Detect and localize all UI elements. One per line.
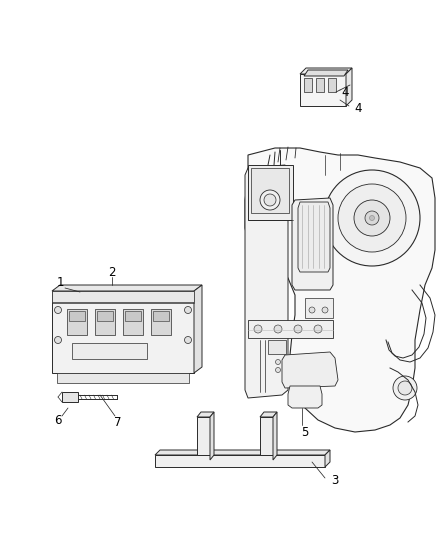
Circle shape (354, 200, 390, 236)
Bar (248, 165, 293, 220)
Polygon shape (273, 412, 277, 460)
Bar (151, 309, 171, 335)
Bar (304, 78, 312, 92)
Text: 7: 7 (114, 416, 122, 429)
Bar (316, 78, 324, 92)
Bar (260, 417, 273, 455)
Polygon shape (304, 70, 348, 76)
Text: 4: 4 (341, 85, 349, 99)
Text: 4: 4 (354, 101, 362, 115)
Bar (52, 291, 194, 302)
Bar (300, 74, 346, 106)
Circle shape (54, 306, 61, 313)
Bar (125, 311, 141, 321)
Polygon shape (197, 412, 214, 417)
Circle shape (264, 194, 276, 206)
Circle shape (276, 359, 280, 365)
Text: 6: 6 (54, 414, 62, 426)
Circle shape (276, 367, 280, 373)
Circle shape (260, 190, 280, 210)
Text: 5: 5 (301, 425, 309, 439)
Circle shape (398, 381, 412, 395)
Text: 3: 3 (331, 473, 339, 487)
Text: 1: 1 (56, 277, 64, 289)
Circle shape (184, 336, 191, 343)
Circle shape (322, 307, 328, 313)
Polygon shape (325, 450, 330, 467)
Bar (52, 291, 194, 373)
Polygon shape (292, 198, 333, 290)
Polygon shape (210, 412, 214, 460)
Polygon shape (245, 165, 288, 398)
Circle shape (254, 325, 262, 333)
Circle shape (314, 325, 322, 333)
Bar (57, 373, 189, 383)
Polygon shape (245, 148, 435, 432)
Circle shape (370, 215, 374, 221)
Bar (197, 417, 210, 455)
Polygon shape (260, 412, 277, 417)
Circle shape (294, 325, 302, 333)
Polygon shape (282, 352, 338, 388)
Bar (67, 309, 87, 335)
Circle shape (393, 376, 417, 400)
Bar (153, 311, 169, 321)
Polygon shape (194, 285, 202, 373)
Polygon shape (298, 202, 330, 272)
Circle shape (338, 184, 406, 252)
Polygon shape (155, 450, 330, 455)
Bar (268, 340, 286, 354)
Bar (248, 320, 333, 338)
Bar (69, 311, 85, 321)
Circle shape (184, 306, 191, 313)
Text: 2: 2 (108, 265, 116, 279)
Bar (62, 392, 78, 402)
Bar (95, 309, 115, 335)
Circle shape (324, 170, 420, 266)
Circle shape (365, 211, 379, 225)
Polygon shape (288, 386, 322, 408)
Bar (305, 298, 333, 318)
Bar (123, 309, 143, 335)
Circle shape (309, 307, 315, 313)
Bar (97, 311, 113, 321)
Circle shape (54, 336, 61, 343)
Bar (155, 455, 325, 467)
Bar (72, 343, 147, 359)
Circle shape (274, 325, 282, 333)
Bar (251, 168, 289, 213)
Polygon shape (300, 68, 352, 74)
Polygon shape (52, 285, 202, 291)
Bar (328, 78, 336, 92)
Polygon shape (346, 68, 352, 106)
